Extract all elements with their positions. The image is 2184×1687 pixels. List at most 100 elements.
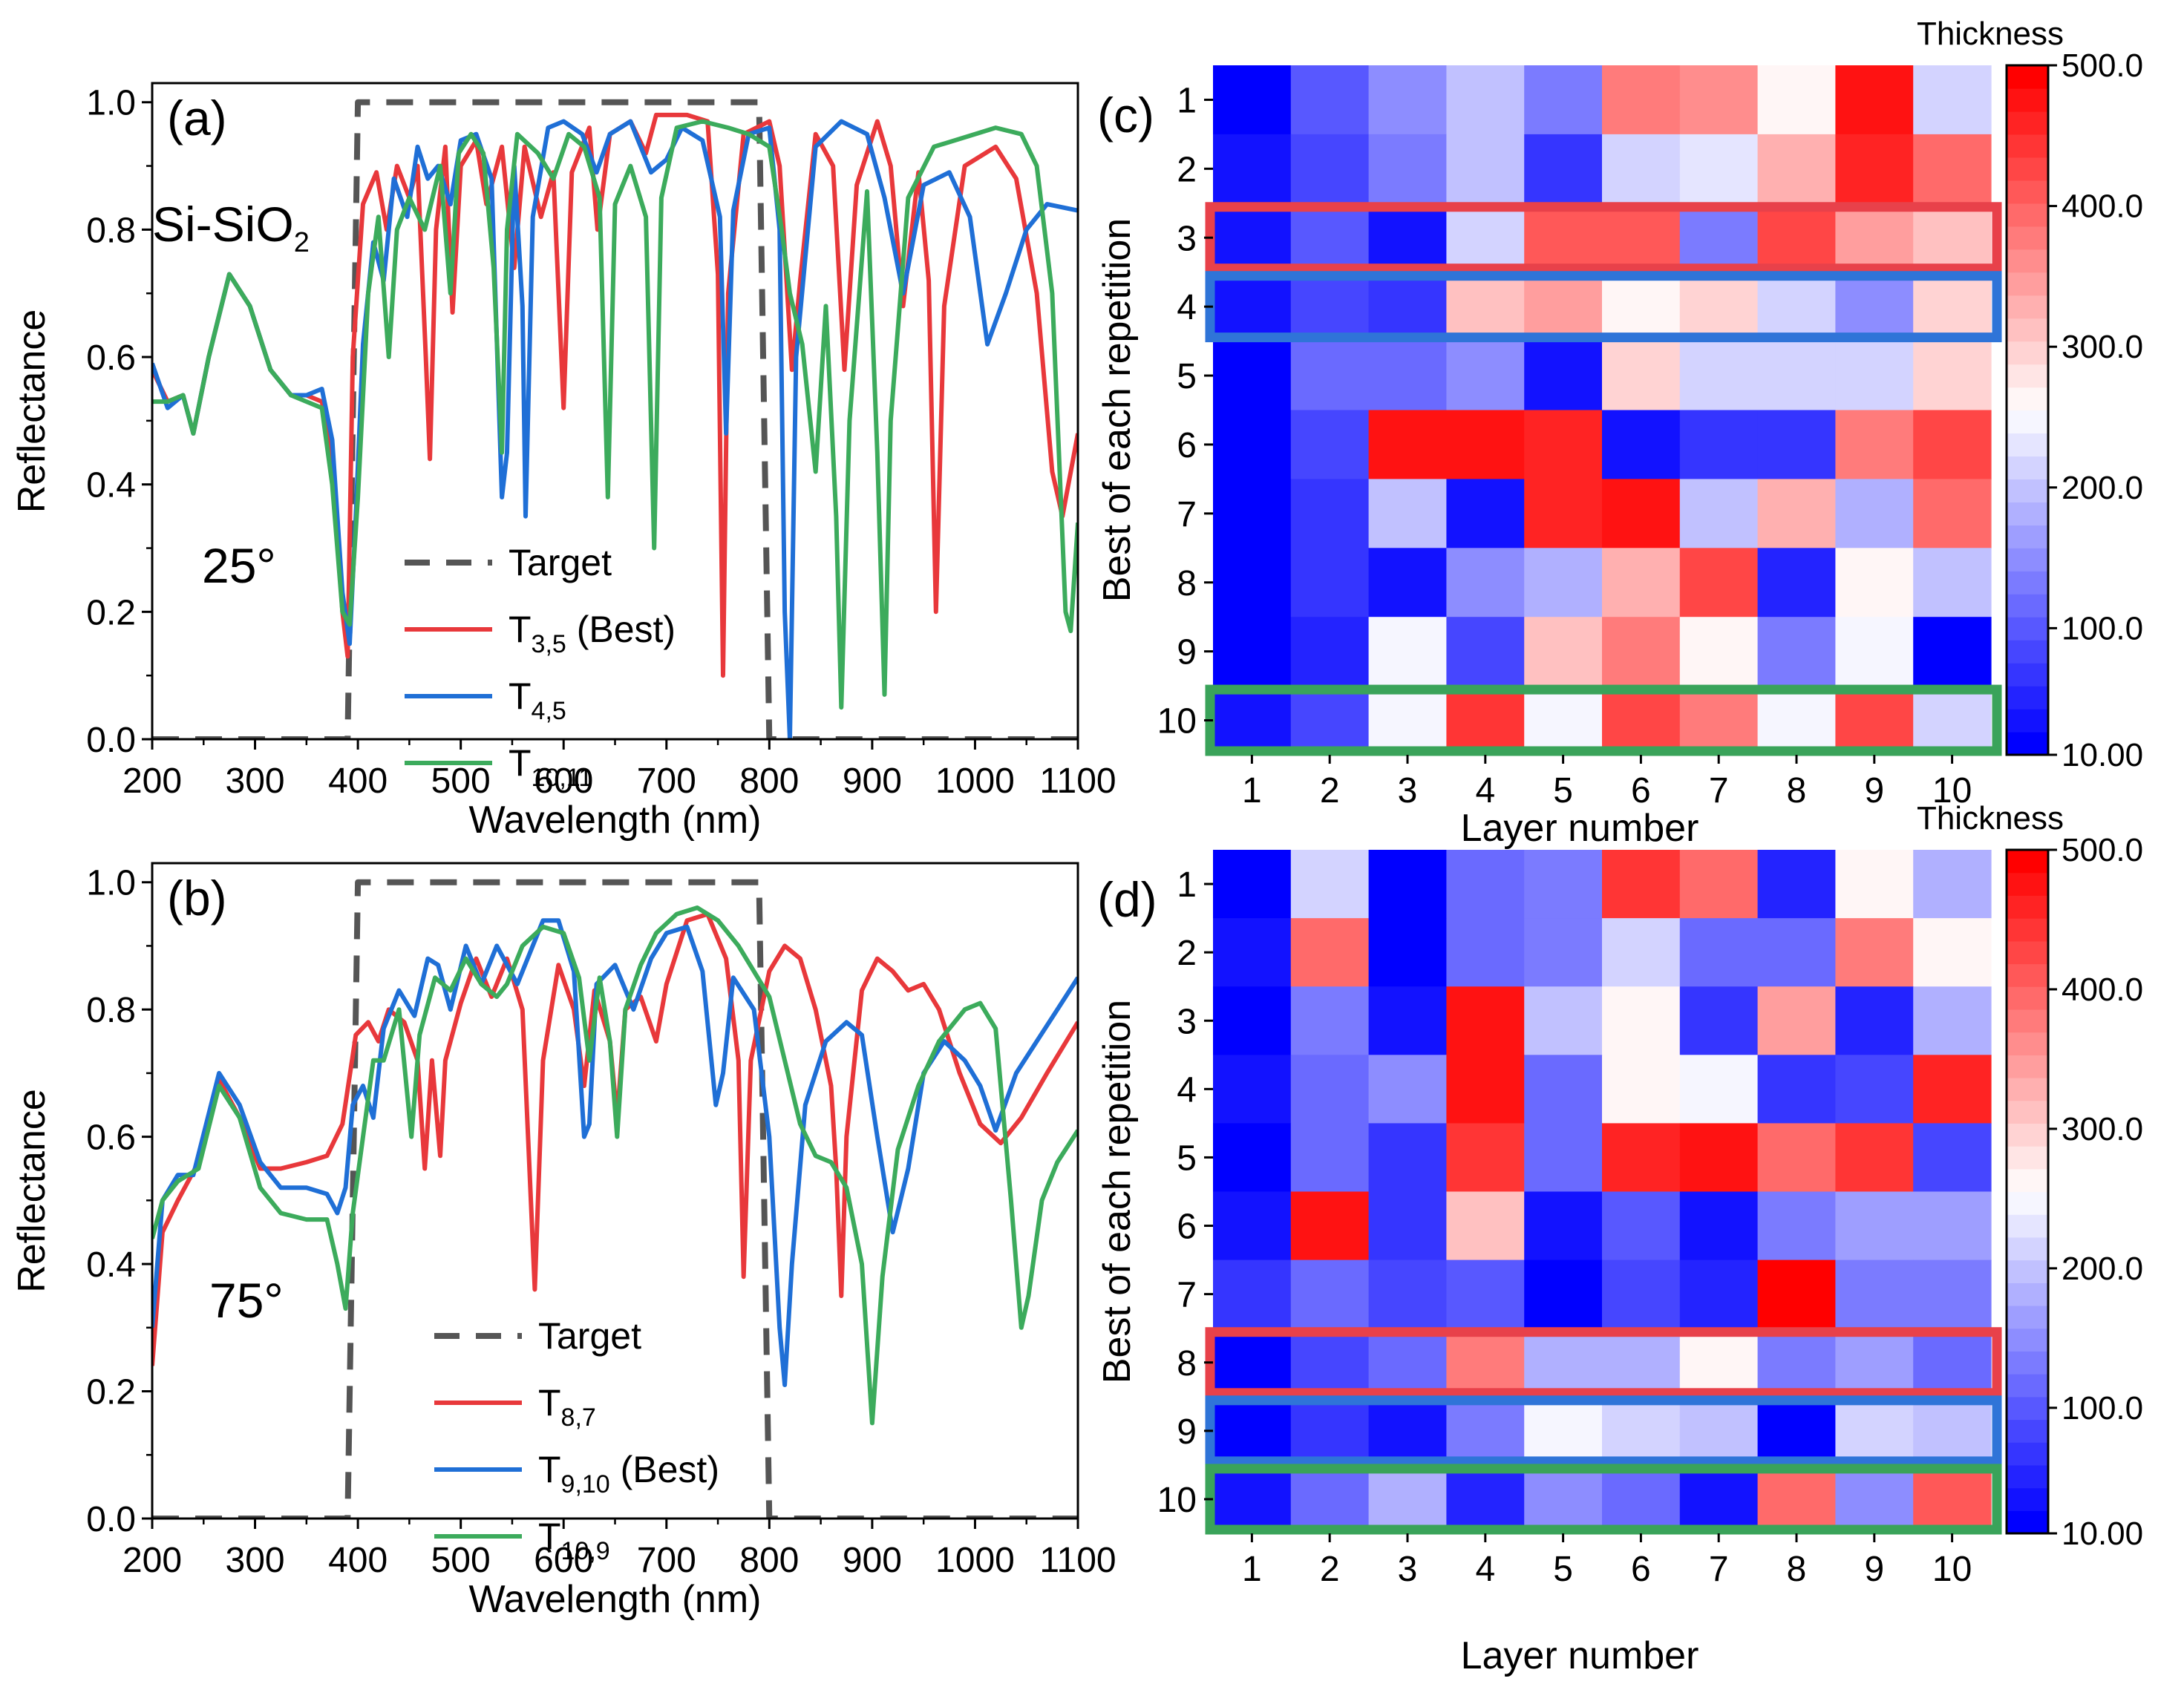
y-tick-label: 3 — [1177, 219, 1197, 258]
heatmap-cell — [1757, 850, 1836, 919]
y-tick-label: 1.0 — [86, 84, 136, 123]
panel-label: (b) — [167, 871, 227, 926]
heatmap-cell — [1835, 134, 1914, 204]
heatmap-cell — [1602, 1464, 1681, 1534]
heatmap-cell — [1290, 986, 1370, 1055]
x-tick-label: 400 — [328, 1541, 388, 1580]
heatmap-cell — [1602, 1191, 1681, 1261]
heatmap-cell — [1290, 1123, 1370, 1193]
heatmap-cell — [1602, 1259, 1681, 1329]
colorbar-step — [2007, 709, 2048, 733]
heatmap-cell — [1757, 1464, 1836, 1534]
heatmap-cell — [1757, 617, 1836, 687]
legend-main: Target — [509, 542, 612, 583]
heatmap-cell — [1835, 1464, 1914, 1534]
angle-label: 25° — [202, 538, 276, 593]
heatmap-cell — [1913, 1055, 1992, 1124]
heatmap-cell — [1368, 203, 1447, 273]
heatmap-cell — [1213, 918, 1292, 987]
x-tick-label: 1000 — [935, 761, 1015, 801]
heatmap-cell — [1679, 272, 1759, 342]
colorbar-step — [2007, 594, 2048, 618]
heatmap-cell — [1679, 548, 1759, 618]
heatmap-cell — [1757, 1191, 1836, 1261]
legend-entry-3: T10,9 — [538, 1516, 610, 1565]
colorbar-step — [2007, 157, 2048, 181]
heatmap-cell — [1446, 986, 1525, 1055]
heatmap-cell — [1368, 1464, 1447, 1534]
y-tick-label: 2 — [1177, 150, 1197, 189]
angle-label: 75° — [209, 1273, 284, 1328]
heatmap-cell — [1446, 1464, 1525, 1534]
colorbar-step — [2007, 1214, 2048, 1238]
colorbar-step — [2007, 1055, 2048, 1078]
x-tick-label: 6 — [1631, 1550, 1651, 1589]
legend-suffix: (Best) — [610, 1449, 719, 1490]
x-tick-label: 4 — [1475, 1550, 1495, 1589]
colorbar-step — [2007, 640, 2048, 664]
x-tick-label: 300 — [226, 1541, 285, 1580]
heatmap-cell — [1835, 617, 1914, 687]
heatmap-cell — [1602, 272, 1681, 342]
heatmap-cell — [1835, 410, 1914, 479]
heatmap-cell — [1213, 1464, 1292, 1534]
x-tick-label: 5 — [1553, 771, 1573, 810]
colorbar-step — [2007, 1283, 2048, 1306]
heatmap-cell — [1913, 272, 1992, 342]
heatmap-cell — [1835, 986, 1914, 1055]
x-tick-label: 900 — [843, 1541, 902, 1580]
panel-c-heatmap: 1 2 3 4 5 6 7 8 9 10 1 2 3 4 5 6 7 8 9 10 Best of each repet… — [1096, 16, 2143, 850]
y-tick-label: 5 — [1177, 1139, 1197, 1178]
x-tick-label: 500 — [431, 1541, 491, 1580]
heatmap-cell — [1446, 410, 1525, 479]
x-tick-label: 200 — [122, 761, 182, 801]
colorbar-step — [2007, 918, 2048, 942]
heatmap-cell — [1913, 1328, 1992, 1398]
x-tick-label: 8 — [1787, 771, 1807, 810]
x-axis-label: Wavelength (nm) — [469, 1578, 762, 1621]
heatmap-cell — [1679, 986, 1759, 1055]
y-tick-label: 8 — [1177, 1344, 1197, 1383]
heatmap-cell — [1679, 410, 1759, 479]
x-tick-label: 10 — [1932, 771, 1972, 810]
heatmap-cell — [1290, 1055, 1370, 1124]
series-line-1 — [152, 911, 1078, 1366]
x-tick-label: 5 — [1553, 1550, 1573, 1589]
heatmap-cell — [1213, 65, 1292, 135]
heatmap-cell — [1602, 686, 1681, 756]
colorbar-step — [2007, 88, 2048, 112]
heatmap-cell — [1524, 548, 1603, 618]
heatmap-cell — [1213, 341, 1292, 411]
x-tick-label: 1100 — [1039, 761, 1116, 801]
legend-main: Target — [538, 1315, 641, 1357]
heatmap-cell — [1835, 1055, 1914, 1124]
heatmap-cell — [1290, 1191, 1370, 1261]
heatmap-cell — [1290, 686, 1370, 756]
heatmap-cell — [1757, 65, 1836, 135]
colorbar-step — [2007, 410, 2048, 434]
heatmap-cell — [1679, 1328, 1759, 1398]
heatmap-cell — [1913, 1191, 1992, 1261]
colorbar-step — [2007, 65, 2048, 89]
material-label-main: Si-SiO — [152, 197, 294, 252]
colorbar-step — [2007, 617, 2048, 641]
heatmap-cell — [1913, 918, 1992, 987]
heatmap-cell — [1368, 134, 1447, 204]
y-tick-label: 8 — [1177, 564, 1197, 603]
series-line-0 — [152, 879, 1078, 1519]
heatmap-cell — [1290, 617, 1370, 687]
colorbar-step — [2007, 872, 2048, 896]
x-axis-label: Layer number — [1461, 1634, 1699, 1677]
legend-entry-0: Target — [538, 1315, 641, 1357]
colorbar-step — [2007, 1032, 2048, 1055]
heatmap-cell — [1757, 986, 1836, 1055]
heatmap-cell — [1679, 65, 1759, 135]
panel-label: (a) — [167, 91, 227, 145]
heatmap-cell — [1524, 1055, 1603, 1124]
colorbar-step — [2007, 364, 2048, 388]
x-tick-label: 900 — [843, 761, 902, 801]
colorbar-tick-label: 100.0 — [2062, 1390, 2143, 1426]
panel-b-line-chart: 200 300 400 500 600 700 800 900 1000 1100 0.0 0.2 0.… — [10, 862, 1116, 1621]
y-tick-label: 0.6 — [86, 1118, 136, 1158]
x-tick-label: 7 — [1709, 1550, 1729, 1589]
